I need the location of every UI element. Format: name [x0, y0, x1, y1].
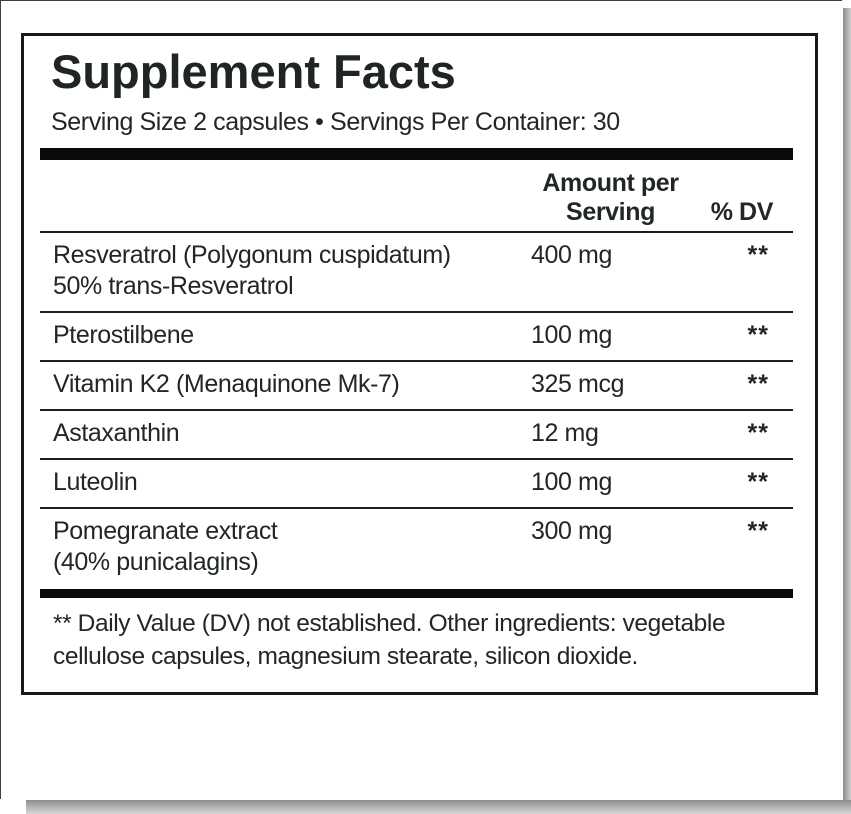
card-drop-shadow-bottom [26, 800, 851, 814]
column-header-amount: Amount per Serving [518, 169, 703, 227]
ingredient-name: Resveratrol (Polygonum cuspidatum) 50% t… [40, 240, 518, 302]
ingredient-dv: ** [747, 241, 769, 269]
ingredient-dv: ** [747, 370, 769, 398]
ingredient-rows: Resveratrol (Polygonum cuspidatum) 50% t… [40, 233, 793, 587]
ingredient-name: Astaxanthin [40, 418, 518, 449]
footnote: ** Daily Value (DV) not established. Oth… [40, 607, 793, 673]
footnote-line1: ** Daily Value (DV) not established. Oth… [53, 610, 726, 637]
panel-title: Supplement Facts [51, 45, 456, 98]
ingredient-name-line2: (40% punicalagins) [53, 548, 259, 576]
ingredient-name: Pomegranate extract (40% punicalagins) [40, 516, 518, 578]
ingredient-amount: 325 mcg [531, 370, 625, 398]
supplement-facts-panel: Supplement Facts Serving Size 2 capsules… [21, 33, 818, 695]
ingredient-row: Vitamin K2 (Menaquinone Mk-7) 325 mcg ** [40, 362, 793, 411]
ingredient-row: Luteolin 100 mg ** [40, 460, 793, 509]
ingredient-dv: ** [747, 517, 769, 545]
amount-header-line2: Serving [566, 198, 655, 226]
ingredient-amount: 100 mg [531, 321, 612, 349]
ingredient-dv: ** [747, 419, 769, 447]
label-card: Supplement Facts Serving Size 2 capsules… [0, 0, 842, 799]
ingredient-amount: 300 mg [531, 517, 612, 545]
ingredient-name-line1: Resveratrol (Polygonum cuspidatum) [53, 241, 451, 269]
ingredient-row: Astaxanthin 12 mg ** [40, 411, 793, 460]
ingredient-dv: ** [747, 321, 769, 349]
ingredient-amount: 12 mg [531, 419, 599, 447]
ingredient-name: Pterostilbene [40, 320, 518, 351]
ingredient-row: Pterostilbene 100 mg ** [40, 313, 793, 362]
ingredient-amount: 100 mg [531, 468, 612, 496]
ingredient-row: Pomegranate extract (40% punicalagins) 3… [40, 509, 793, 587]
ingredient-name: Luteolin [40, 467, 518, 498]
card-drop-shadow-right [843, 8, 851, 814]
amount-header-line1: Amount per [542, 169, 679, 197]
ingredient-name-line2: 50% trans-Resveratrol [53, 272, 294, 300]
footnote-separator-bar [40, 589, 793, 598]
ingredient-amount: 400 mg [531, 241, 612, 269]
ingredient-name-line1: Luteolin [53, 468, 138, 496]
ingredient-dv: ** [747, 468, 769, 496]
ingredient-row: Resveratrol (Polygonum cuspidatum) 50% t… [40, 233, 793, 313]
ingredient-name-line1: Pterostilbene [53, 321, 194, 349]
column-header-dv: % DV [710, 198, 774, 226]
serving-info: Serving Size 2 capsules • Servings Per C… [51, 108, 620, 136]
ingredient-name-line1: Astaxanthin [53, 419, 180, 447]
footnote-line2: cellulose capsules, magnesium stearate, … [53, 643, 638, 670]
header-separator-bar [40, 148, 793, 160]
ingredient-name: Vitamin K2 (Menaquinone Mk-7) [40, 369, 518, 400]
ingredient-name-line1: Pomegranate extract [53, 517, 278, 545]
column-header-row: Amount per Serving % DV [40, 160, 793, 233]
ingredient-name-line1: Vitamin K2 (Menaquinone Mk-7) [53, 370, 400, 398]
